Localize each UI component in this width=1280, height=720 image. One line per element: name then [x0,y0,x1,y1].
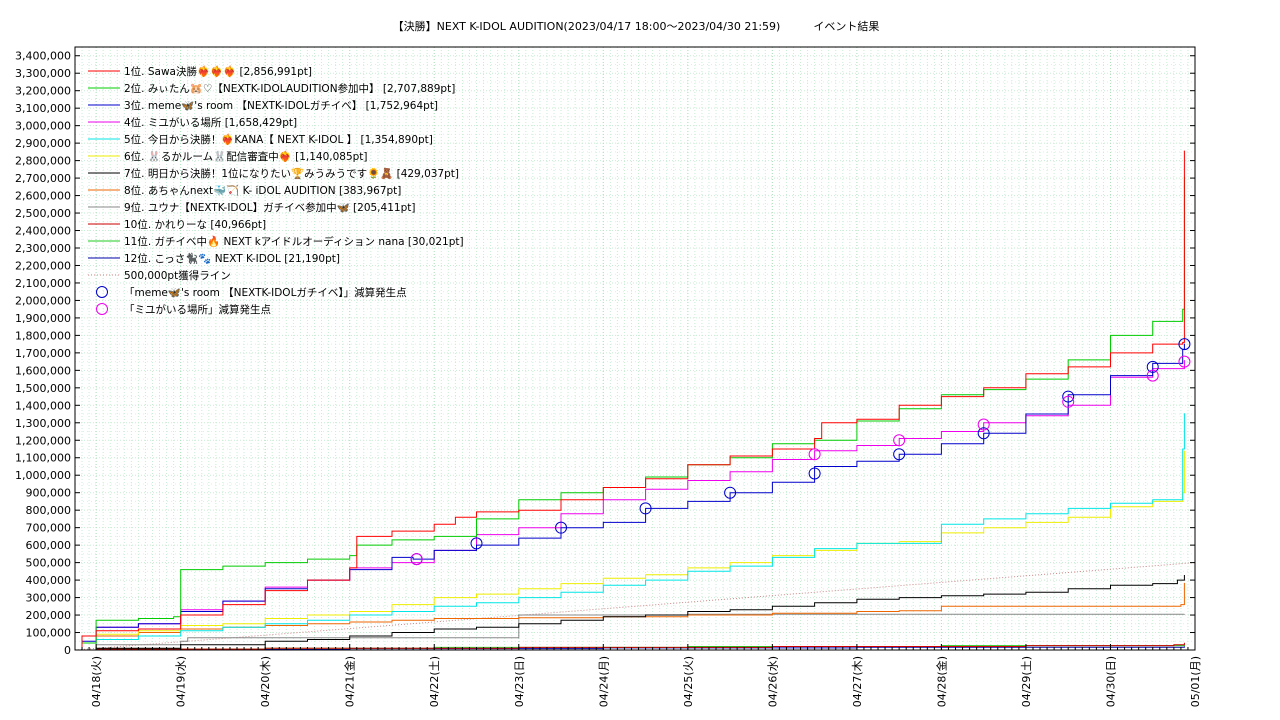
y-tick-label: 2,100,000 [15,277,71,290]
x-tick-label: 04/29(土) [1020,656,1033,707]
marker-group [410,338,1191,566]
y-tick-label: 1,900,000 [15,312,71,325]
marker-point [1178,338,1191,351]
x-tick-label: 04/19(水) [175,656,188,707]
x-tick-label: 04/24(月) [597,656,610,707]
y-tick-label: 1,700,000 [15,347,71,360]
y-tick-label: 400,000 [26,574,72,587]
marker-point [724,486,737,499]
x-tick-label: 04/20(木) [259,656,272,707]
x-tick-label: 05/01(月) [1189,656,1202,707]
legend-label: 6位. 🐰るかルーム🐰配信審査中❤️‍🔥 [1,140,085pt] [124,150,368,163]
legend-label: 2位. みぃたん🐹♡【NEXTK-IDOLAUDITION参加中】 [2,707… [124,82,455,95]
marker-point [555,521,568,534]
legend-label: 9位. ユウナ【NEXTK-IDOL】ガチイベ参加中🦋 [205,411pt] [124,201,415,214]
legend-label: 「ミユがいる場所」減算発生点 [124,303,271,316]
marker-point [1062,395,1075,408]
legend-label: 1位. Sawa決勝❤️‍🔥❤️‍🔥❤️‍🔥 [2,856,991pt] [124,65,312,78]
series-line [75,450,1185,651]
x-tick-label: 04/18(火) [90,656,103,707]
y-tick-label: 2,600,000 [15,190,71,203]
chart-title: 【決勝】NEXT K-IDOL AUDITION(2023/04/17 18:0… [393,19,880,33]
series-line [75,150,1185,651]
y-tick-label: 300,000 [26,592,72,605]
y-tick-label: 2,700,000 [15,172,71,185]
y-tick-label: 200,000 [26,609,72,622]
y-tick-label: 900,000 [26,487,72,500]
y-tick-label: 100,000 [26,627,72,640]
marker-point [470,537,483,550]
series-line [75,343,1185,651]
y-tick-label: 800,000 [26,504,72,517]
plot-frame [74,46,1196,651]
marker-point [893,448,906,461]
y-tick-label: 2,000,000 [15,294,71,307]
legend-label: 8位. あちゃんnext🐳🏹 K- iDOL AUDITION [383,967… [124,184,401,197]
y-tick-label: 1,200,000 [15,434,71,447]
y-tick-label: 3,000,000 [15,120,71,133]
y-tick-label: 1,800,000 [15,329,71,342]
x-tick-label: 04/28(金) [934,656,948,707]
marker-point [410,553,423,566]
series-line [75,575,1185,651]
y-tick-label: 3,100,000 [15,102,71,115]
legend-label: 7位. 明日から決勝！1位になりたい🏆みうみうです🌻🧸 [429,037pt] [124,167,459,180]
series-line [75,642,1185,651]
reference-line [74,562,1196,651]
y-tick-label: 1,400,000 [15,399,71,412]
y-tick-label: 1,000,000 [15,469,71,482]
marker-point [1146,369,1159,382]
x-tick-label: 04/23(日) [513,656,526,707]
legend-label: 5位. 今日から決勝！❤️‍🔥KANA【 NEXT K-IDOL 】 [1,35… [124,133,433,146]
x-tick-label: 04/25(火) [682,656,695,707]
series-line [75,413,1185,651]
y-tick-label: 2,900,000 [15,137,71,150]
marker-point [1146,360,1159,373]
y-tick-label: 1,600,000 [15,364,71,377]
y-tick-label: 1,300,000 [15,417,71,430]
marker-point [808,467,821,480]
y-tick-label: 2,300,000 [15,242,71,255]
y-tick-label: 0 [64,644,71,657]
y-tick-label: 1,100,000 [15,452,71,465]
legend-label: 「meme🦋's room 【NEXTK-IDOLガチイベ】」減算発生点 [124,286,407,299]
marker-point [808,448,821,461]
legend-label: 11位. ガチイベ中🔥 NEXT kアイドルオーディション nana [30,0… [124,235,464,248]
y-tick-label: 3,200,000 [15,85,71,98]
marker-point [1178,355,1191,368]
x-tick-label: 04/21(金) [343,656,357,707]
reference-line-path [74,562,1196,651]
marker-point [977,418,990,431]
marker-point [1062,390,1075,403]
x-tick-label: 04/27(木) [851,656,864,707]
legend-label: 3位. meme🦋's room 【NEXTK-IDOLガチイベ】 [1,752… [124,99,438,112]
x-tick-label: 04/22(土) [428,656,441,707]
legend-label: 10位. かれりーな [40,966pt] [124,218,266,231]
legend-label: 500,000pt獲得ライン [124,269,231,282]
series-line [75,582,1185,651]
y-tick-label: 2,200,000 [15,259,71,272]
y-tick-label: 3,300,000 [15,67,71,80]
y-tick-label: 2,500,000 [15,207,71,220]
marker-point [639,502,652,515]
x-tick-label: 04/30(日) [1104,656,1117,707]
y-tick-label: 700,000 [26,522,72,535]
marker-point [977,427,990,440]
legend: 1位. Sawa決勝❤️‍🔥❤️‍🔥❤️‍🔥 [2,856,991pt] 2位. … [88,65,464,316]
y-tick-label: 600,000 [26,539,72,552]
legend-label: 4位. ミユがいる場所 [1,658,429pt] [124,116,297,129]
marker-point [893,434,906,447]
y-tick-label: 2,800,000 [15,155,71,168]
y-tick-label: 3,400,000 [15,50,71,63]
legend-marker [96,303,108,315]
y-tick-label: 1,500,000 [15,382,71,395]
y-tick-label: 2,400,000 [15,225,71,238]
y-tick-label: 500,000 [26,557,72,570]
x-tick-label: 04/26(水) [766,656,779,707]
legend-label: 12位. こっさ🐈‍⬛🐾 NEXT K-IDOL [21,190pt] [124,252,340,265]
axis-ticks: 0 100,000 200,000 300,000 400,000 500,000 600,… [15,50,1202,708]
legend-marker [96,286,108,298]
